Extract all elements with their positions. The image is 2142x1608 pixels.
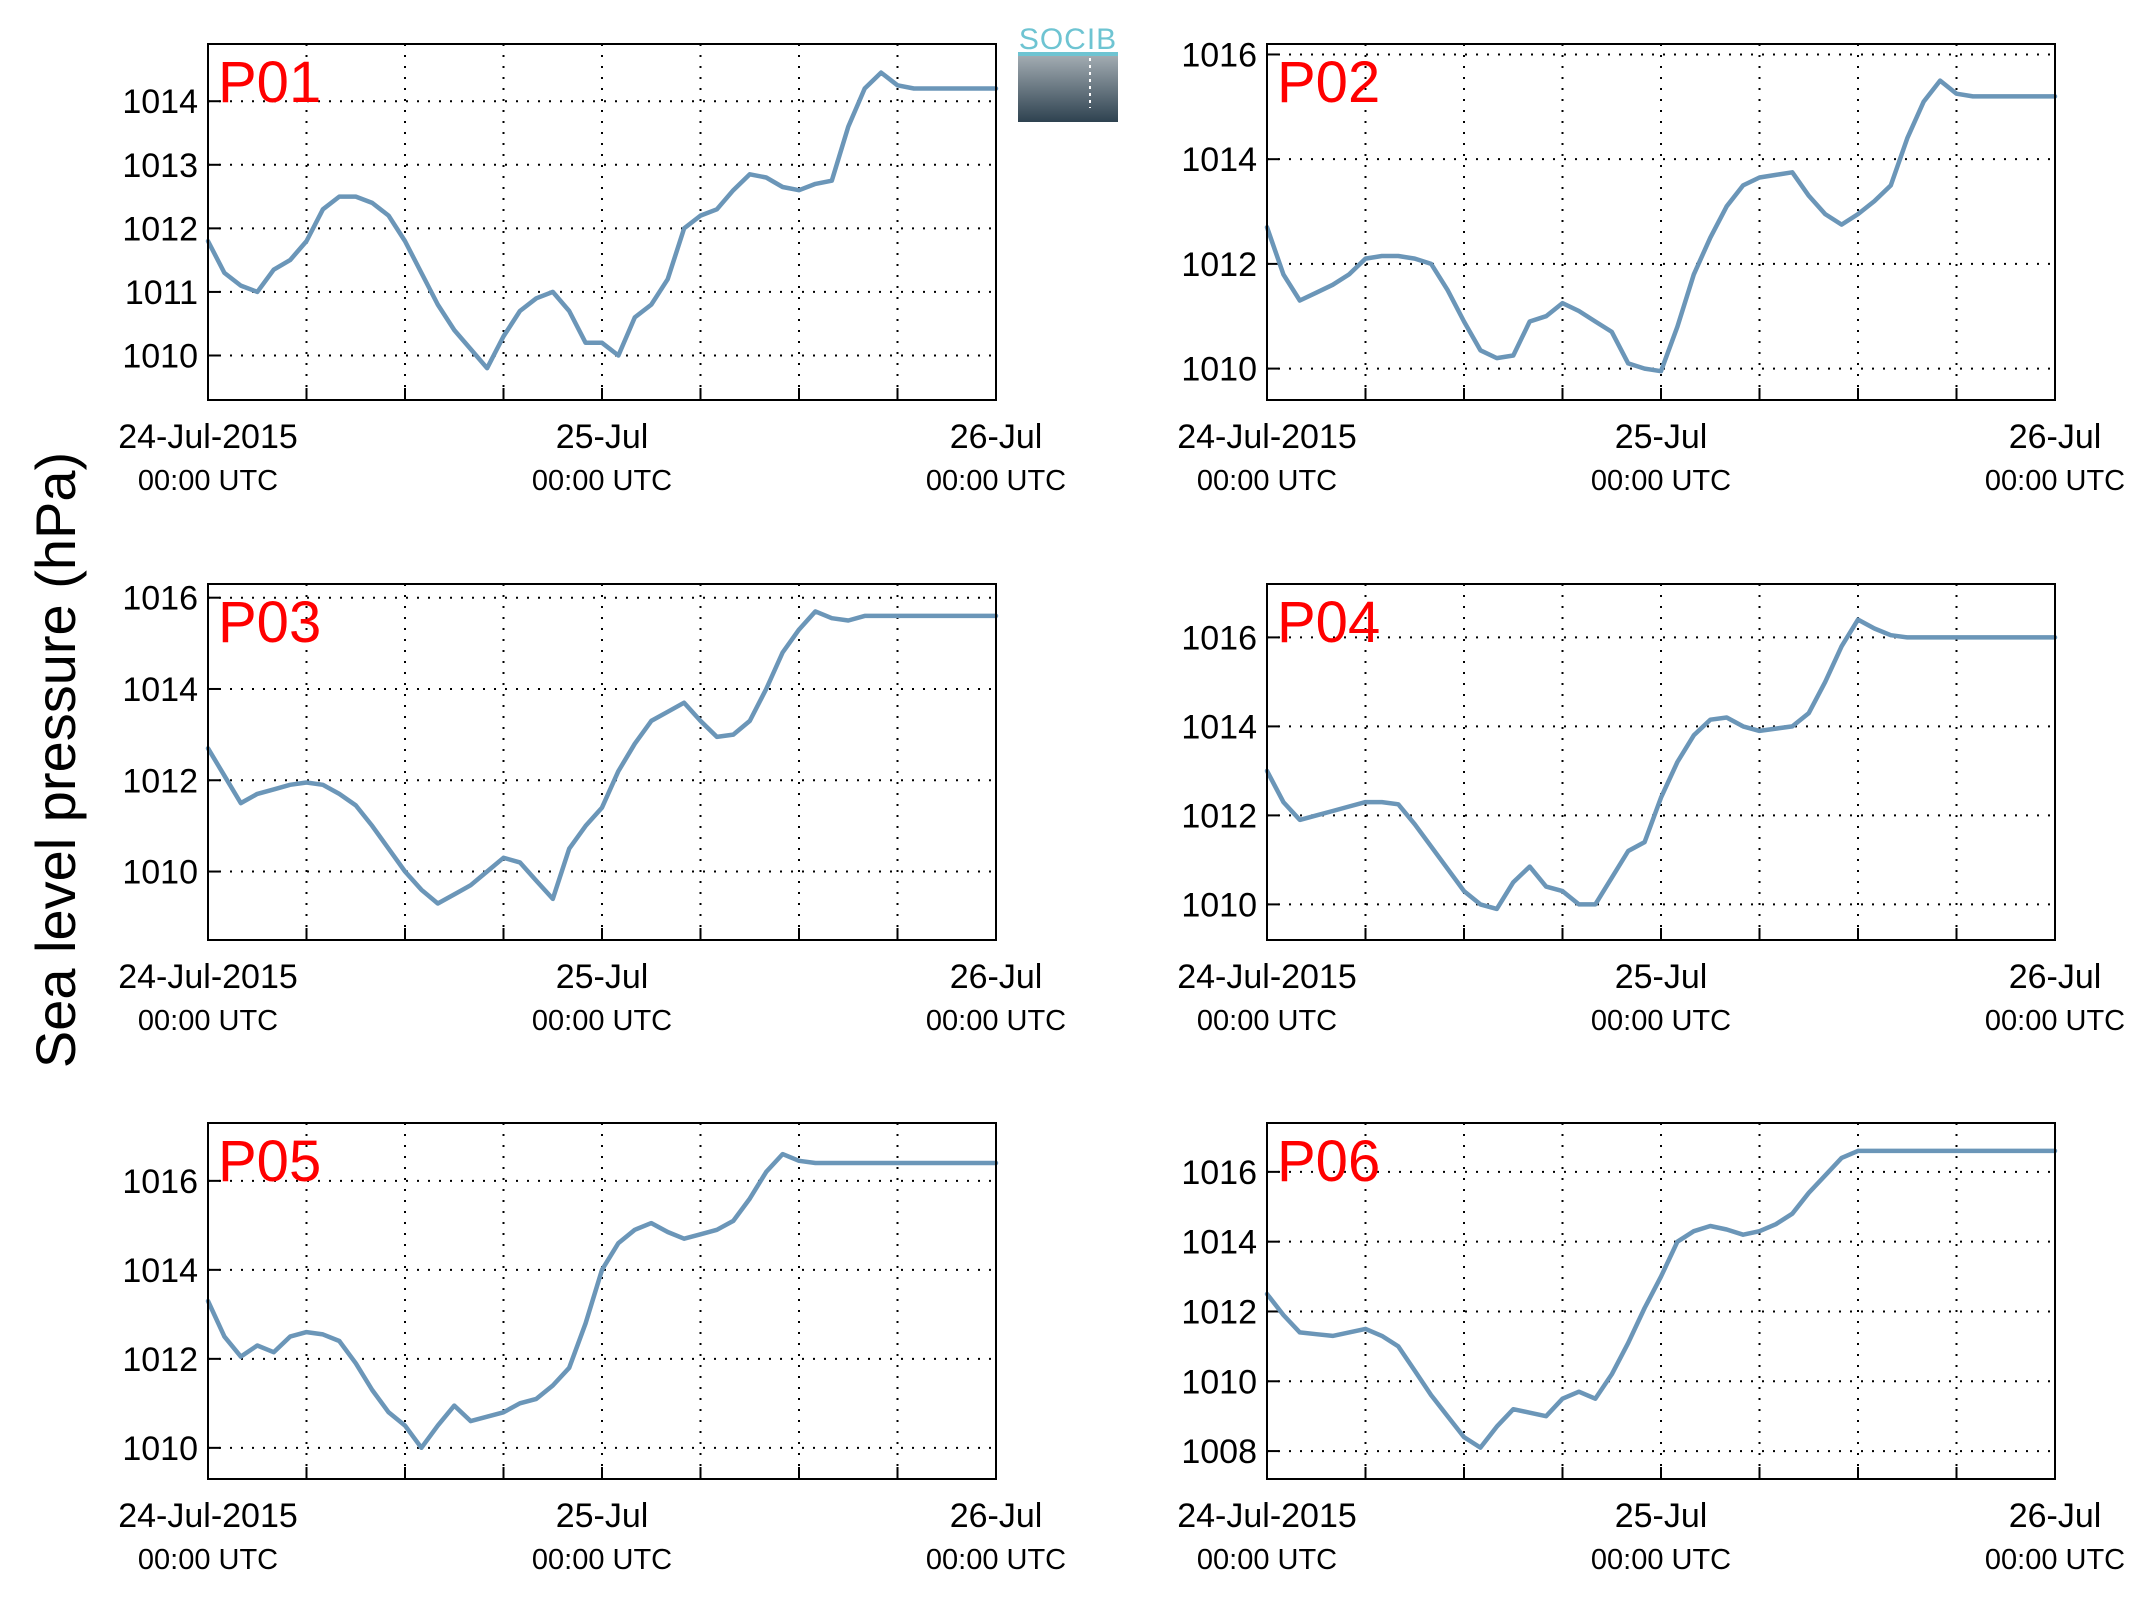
y-tick-label: 1016 <box>1181 619 1257 657</box>
x-date-label: 25-Jul <box>1615 418 1708 456</box>
y-tick-label: 1011 <box>125 274 198 312</box>
x-time-label: 00:00 UTC <box>1197 1005 1337 1037</box>
x-time-label: 00:00 UTC <box>532 465 672 497</box>
x-date-label: 26-Jul <box>950 418 1043 456</box>
panel-p06: 1008 1010 1012 1014 1016 24-Jul-2015 00:00 UTC… <box>1177 1122 2125 1576</box>
y-axis-label: Sea level pressure (hPa) <box>24 452 87 1068</box>
x-date-label: 24-Jul-2015 <box>1177 1497 1357 1535</box>
panel-title: P04 <box>1277 590 1380 655</box>
y-tick-label: 1010 <box>122 854 198 892</box>
axes-frame <box>1266 583 2056 941</box>
x-date-label: 25-Jul <box>556 958 649 996</box>
socib-logo: SOCIB <box>1018 23 1118 122</box>
y-tick-label: 1012 <box>122 1341 198 1379</box>
axes-frame <box>207 43 997 401</box>
x-date-label: 24-Jul-2015 <box>1177 418 1357 456</box>
y-tick-label: 1016 <box>1181 36 1257 74</box>
x-date-label: 26-Jul <box>2009 958 2102 996</box>
panel-grid: 1010 1011 1012 1013 1014 24-Jul-2015 00:00 UTC… <box>118 36 2125 1576</box>
x-time-label: 00:00 UTC <box>1591 465 1731 497</box>
pressure-line-p04 <box>1264 617 2058 912</box>
pressure-line-p01 <box>205 70 999 371</box>
y-tick-label: 1010 <box>122 1430 198 1468</box>
x-date-label: 24-Jul-2015 <box>118 418 298 456</box>
y-tick-label: 1008 <box>1181 1433 1257 1471</box>
panel-title: P02 <box>1277 50 1380 115</box>
x-date-label: 24-Jul-2015 <box>1177 958 1357 996</box>
y-tick-label: 1016 <box>122 1163 198 1201</box>
panel-title: P05 <box>218 1129 321 1194</box>
y-tick-label: 1012 <box>1181 797 1257 835</box>
panel-p03: 1010 1012 1014 1016 24-Jul-2015 00:00 UTC 25-J… <box>118 580 1066 1037</box>
x-date-label: 26-Jul <box>950 1497 1043 1535</box>
x-time-label: 00:00 UTC <box>138 1005 278 1037</box>
axes-frame <box>1266 43 2056 401</box>
y-tick-label: 1012 <box>122 210 198 248</box>
x-date-label: 26-Jul <box>950 958 1043 996</box>
x-date-label: 24-Jul-2015 <box>118 958 298 996</box>
x-time-label: 00:00 UTC <box>926 1544 1066 1576</box>
x-time-label: 00:00 UTC <box>1985 1544 2125 1576</box>
x-time-label: 00:00 UTC <box>138 465 278 497</box>
y-tick-label: 1014 <box>1181 1224 1257 1262</box>
x-time-label: 00:00 UTC <box>532 1544 672 1576</box>
x-time-label: 00:00 UTC <box>1197 465 1337 497</box>
y-tick-label: 1014 <box>1181 708 1257 746</box>
y-tick-label: 1013 <box>122 147 198 185</box>
x-time-label: 00:00 UTC <box>138 1544 278 1576</box>
axes-frame <box>1266 1122 2056 1480</box>
y-tick-label: 1014 <box>122 1252 198 1290</box>
x-time-label: 00:00 UTC <box>1985 1005 2125 1037</box>
y-tick-label: 1012 <box>1181 246 1257 284</box>
y-tick-label: 1012 <box>1181 1293 1257 1331</box>
y-tick-label: 1016 <box>1181 1154 1257 1192</box>
pressure-line-p02 <box>1264 78 2058 374</box>
x-date-label: 24-Jul-2015 <box>118 1497 298 1535</box>
x-date-label: 25-Jul <box>556 1497 649 1535</box>
y-tick-label: 1014 <box>1181 141 1257 179</box>
y-tick-label: 1014 <box>122 671 198 709</box>
pressure-line-p05 <box>205 1151 999 1451</box>
axes-frame <box>207 583 997 941</box>
x-time-label: 00:00 UTC <box>1591 1544 1731 1576</box>
panel-p05: 1010 1012 1014 1016 24-Jul-2015 00:00 UTC 25-J… <box>118 1122 1066 1576</box>
x-time-label: 00:00 UTC <box>1197 1544 1337 1576</box>
x-time-label: 00:00 UTC <box>926 465 1066 497</box>
panel-p02: 1010 1012 1014 1016 24-Jul-2015 00:00 UTC 25-J… <box>1177 36 2125 497</box>
pressure-line-p06 <box>1264 1148 2058 1450</box>
panel-title: P03 <box>218 590 321 655</box>
x-time-label: 00:00 UTC <box>1591 1005 1731 1037</box>
x-date-label: 26-Jul <box>2009 1497 2102 1535</box>
panel-p01: 1010 1011 1012 1013 1014 24-Jul-2015 00:00 UTC… <box>118 43 1066 497</box>
x-time-label: 00:00 UTC <box>926 1005 1066 1037</box>
y-tick-label: 1010 <box>122 338 198 376</box>
panel-p04: 1010 1012 1014 1016 24-Jul-2015 00:00 UTC 25-J… <box>1177 583 2125 1037</box>
y-tick-label: 1010 <box>1181 1363 1257 1401</box>
x-time-label: 00:00 UTC <box>532 1005 672 1037</box>
y-tick-label: 1016 <box>122 580 198 618</box>
y-tick-label: 1012 <box>122 762 198 800</box>
x-date-label: 26-Jul <box>2009 418 2102 456</box>
axes-frame <box>207 1122 997 1480</box>
pressure-line-p03 <box>205 609 999 906</box>
x-time-label: 00:00 UTC <box>1985 465 2125 497</box>
x-date-label: 25-Jul <box>1615 1497 1708 1535</box>
panel-title: P06 <box>1277 1129 1380 1194</box>
y-tick-label: 1010 <box>1181 351 1257 389</box>
panel-title: P01 <box>218 50 321 115</box>
y-tick-label: 1014 <box>122 83 198 121</box>
x-date-label: 25-Jul <box>556 418 649 456</box>
y-tick-label: 1010 <box>1181 886 1257 924</box>
x-date-label: 25-Jul <box>1615 958 1708 996</box>
logo-text: SOCIB <box>1019 23 1117 56</box>
